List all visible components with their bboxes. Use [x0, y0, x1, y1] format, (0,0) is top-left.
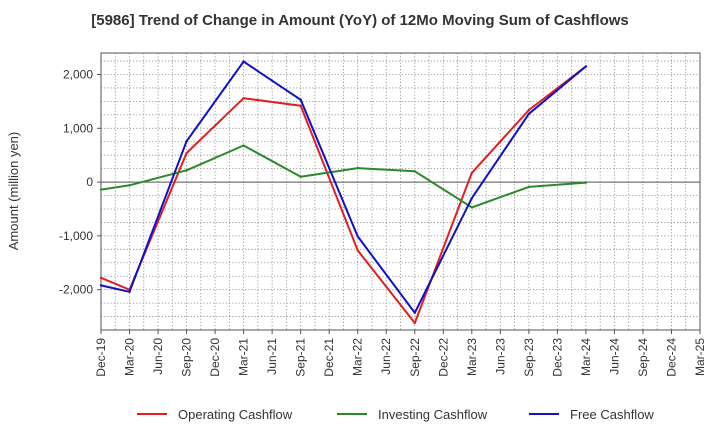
x-tick-label: Dec-21	[322, 338, 336, 377]
x-tick-label: Jun-23	[493, 338, 507, 375]
x-tick-label: Sep-20	[180, 338, 194, 377]
data-point	[99, 284, 103, 287]
data-point	[527, 112, 531, 115]
x-tick-label: Mar-20	[123, 338, 137, 376]
x-tick-label: Sep-21	[294, 338, 308, 377]
data-point	[185, 151, 188, 155]
data-point	[527, 185, 531, 189]
series-line-free-cashflow	[100, 60, 587, 314]
x-tick-label: Sep-22	[408, 338, 422, 377]
x-tick-label: Mar-24	[579, 338, 593, 376]
legend-label: Operating Cashflow	[178, 407, 293, 422]
data-point	[299, 104, 302, 107]
data-point	[242, 96, 245, 100]
x-tick-label: Mar-23	[465, 338, 479, 376]
x-tick-label: Jun-22	[379, 338, 393, 375]
data-point	[413, 311, 416, 314]
series-line-investing-cashflow	[100, 144, 586, 209]
x-tick-label: Jun-20	[151, 338, 165, 375]
x-tick-label: Jun-24	[607, 338, 621, 375]
x-tick-label: Dec-20	[208, 338, 222, 377]
data-point	[413, 170, 416, 173]
data-point	[99, 276, 103, 280]
x-tick-label: Dec-24	[664, 338, 678, 377]
data-point	[527, 108, 531, 112]
x-tick-label: Dec-22	[436, 338, 450, 377]
series-lines	[99, 60, 588, 325]
y-tick-label: 0	[86, 175, 93, 189]
data-point	[356, 166, 359, 170]
data-point	[299, 98, 302, 101]
y-tick-label: 1,000	[63, 121, 93, 135]
x-tick-label: Mar-25	[693, 338, 707, 376]
x-tick-label: Sep-23	[522, 338, 536, 377]
x-tick-label: Dec-23	[550, 338, 564, 377]
data-point	[242, 60, 245, 63]
y-tick-label: -2,000	[59, 283, 93, 297]
data-point	[584, 181, 588, 184]
x-tick-label: Sep-24	[636, 338, 650, 377]
y-tick-label: 2,000	[63, 68, 93, 82]
data-point	[470, 197, 474, 200]
data-point	[470, 171, 474, 175]
chart-title: [5986] Trend of Change in Amount (YoY) o…	[91, 12, 629, 29]
legend: Operating Cashflow Investing Cashflow Free…	[137, 407, 654, 422]
x-tick-label: Mar-22	[351, 338, 365, 376]
legend-label: Investing Cashflow	[378, 407, 488, 422]
legend-label: Free Cashflow	[570, 407, 654, 422]
data-point	[470, 206, 474, 209]
data-point	[356, 249, 359, 252]
data-point	[185, 140, 188, 143]
data-point	[299, 175, 302, 178]
data-point	[242, 144, 245, 147]
data-point	[413, 321, 416, 325]
data-point	[356, 235, 359, 238]
y-tick-label: -1,000	[59, 229, 93, 243]
data-point	[128, 184, 131, 187]
x-tick-label: Mar-21	[237, 338, 251, 376]
y-axis-ticks: -2,000 -1,000 0 1,000 2,000	[59, 68, 101, 297]
x-axis-ticks: Dec-19 Mar-20 Jun-20 Sep-20 Dec-20 Mar-21 Jun-…	[94, 330, 707, 377]
x-tick-label: Dec-19	[94, 338, 108, 377]
y-axis-title: Amount (million yen)	[6, 132, 21, 251]
series-line-operating-cashflow	[100, 65, 587, 324]
data-point	[128, 290, 131, 294]
data-point	[99, 188, 103, 191]
data-point	[584, 65, 588, 68]
data-point	[185, 169, 188, 172]
x-tick-label: Jun-21	[265, 338, 279, 375]
plot-frame	[100, 52, 701, 331]
